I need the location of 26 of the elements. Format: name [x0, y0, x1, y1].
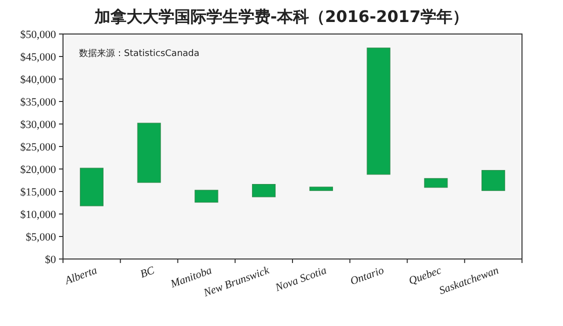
x-tick-label: BC: [138, 264, 157, 281]
bar: [252, 184, 276, 198]
bar: [194, 190, 218, 203]
x-tick-label: Quebec: [407, 264, 444, 288]
x-tick-label: Ontario: [348, 264, 386, 288]
bar: [137, 122, 161, 183]
bar: [80, 168, 104, 206]
y-tick-label: $5,000: [26, 231, 56, 244]
chart-title: 加拿大大学国际学生学费-本科（2016-2017学年）: [93, 7, 469, 26]
y-tick-label: $35,000: [20, 96, 56, 108]
y-tick-label: $45,000: [20, 51, 56, 64]
annotation: 数据来源：StatisticsCanada: [79, 48, 200, 59]
y-tick-label: $10,000: [20, 208, 56, 221]
bar: [482, 170, 506, 191]
y-tick-label: $50,000: [20, 28, 56, 41]
x-tick-label: Nova Scotia: [272, 264, 329, 294]
bar: [424, 178, 448, 188]
y-tick-label: $40,000: [20, 74, 56, 86]
x-tick-label: Alberta: [62, 264, 100, 288]
y-tick-label: $0: [45, 254, 56, 266]
bar: [309, 186, 333, 191]
y-tick-label: $30,000: [20, 118, 56, 131]
y-tick-label: $25,000: [20, 141, 56, 154]
bar: [366, 48, 390, 175]
y-tick-label: $15,000: [20, 186, 56, 198]
y-tick-label: $20,000: [20, 164, 56, 176]
